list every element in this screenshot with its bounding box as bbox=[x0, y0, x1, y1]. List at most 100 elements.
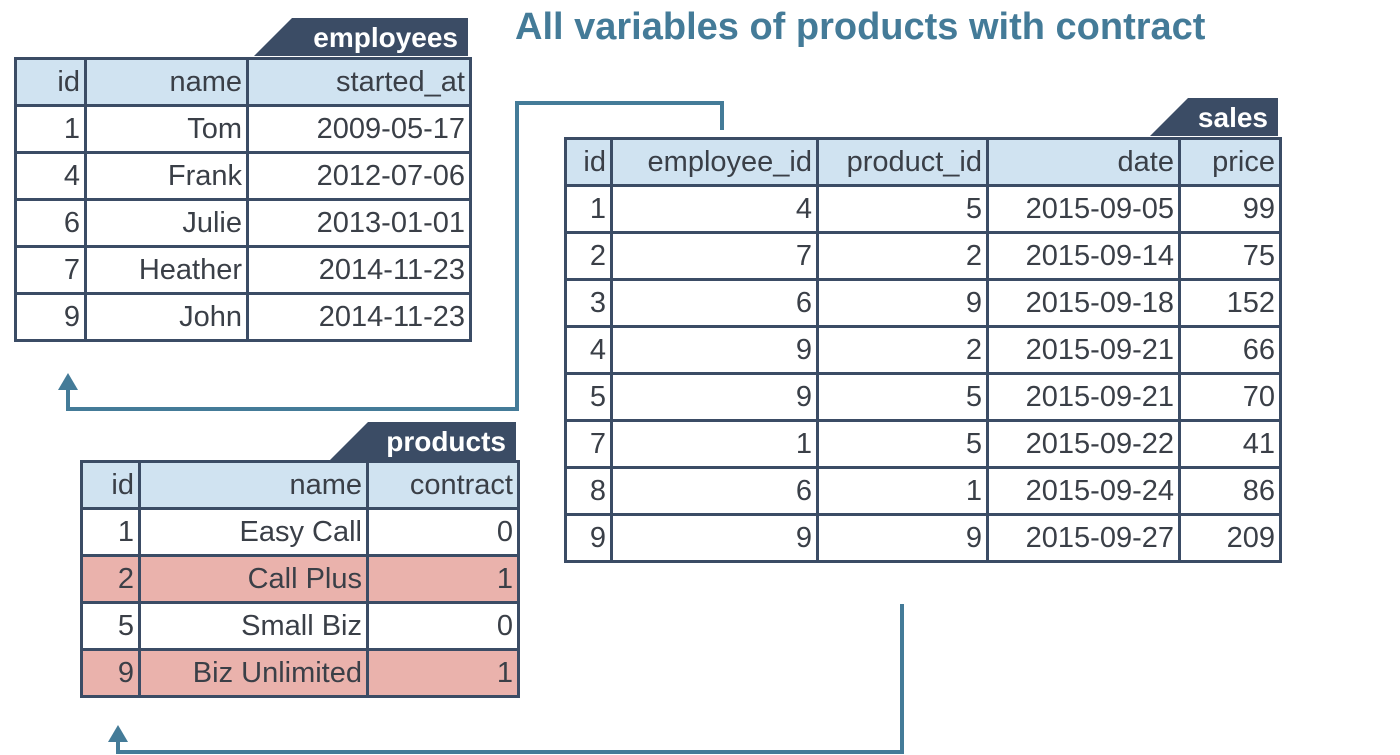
table-cell-employee-id: 1 bbox=[610, 419, 819, 469]
table-cell-id: 7 bbox=[14, 245, 87, 295]
table-cell-product-id: 9 bbox=[816, 278, 989, 328]
employees-arrow-icon bbox=[58, 373, 78, 390]
table-cell-price: 86 bbox=[1178, 466, 1282, 516]
table-cell-date: 2015-09-24 bbox=[986, 466, 1181, 516]
table-cell-employee-id: 7 bbox=[610, 231, 819, 281]
table-cell-id: 2 bbox=[564, 231, 613, 281]
table-cell-price: 75 bbox=[1178, 231, 1282, 281]
table-cell-started-at: 2009-05-17 bbox=[246, 104, 472, 154]
column-header-id: id bbox=[14, 57, 87, 107]
table-cell-employee-id: 9 bbox=[610, 513, 819, 563]
sales-table-name: sales bbox=[1150, 98, 1278, 136]
page-title: All variables of products with contract bbox=[515, 6, 1206, 48]
table-cell-date: 2015-09-21 bbox=[986, 372, 1181, 422]
table-cell-product-id: 9 bbox=[816, 513, 989, 563]
products-grid: id name contract 1 Easy Call 0 2 Call Plus 1 5 Sma… bbox=[80, 460, 520, 698]
employees-header-row: id name started_at bbox=[14, 57, 472, 107]
table-cell-id: 1 bbox=[14, 104, 87, 154]
table-cell-product-id: 2 bbox=[816, 231, 989, 281]
table-cell-contract: 0 bbox=[366, 601, 520, 651]
table-cell-date: 2015-09-22 bbox=[986, 419, 1181, 469]
table-cell-product-id: 5 bbox=[816, 419, 989, 469]
table-cell-id: 9 bbox=[80, 648, 141, 698]
column-header-date: date bbox=[986, 137, 1181, 187]
table-row: 9 Biz Unlimited 1 bbox=[80, 648, 520, 698]
employees-grid: id name started_at 1 Tom 2009-05-17 4 Frank 2012… bbox=[14, 57, 472, 342]
column-header-id: id bbox=[564, 137, 613, 187]
table-cell-price: 209 bbox=[1178, 513, 1282, 563]
table-row: 8 6 1 2015-09-24 86 bbox=[564, 466, 1282, 516]
table-cell-date: 2015-09-18 bbox=[986, 278, 1181, 328]
table-cell-started-at: 2014-11-23 bbox=[246, 292, 472, 342]
table-cell-contract: 1 bbox=[366, 648, 520, 698]
column-header-price: price bbox=[1178, 137, 1282, 187]
table-cell-id: 4 bbox=[564, 325, 613, 375]
table-cell-name: Heather bbox=[84, 245, 249, 295]
table-cell-date: 2015-09-05 bbox=[986, 184, 1181, 234]
table-cell-id: 2 bbox=[80, 554, 141, 604]
column-header-product-id: product_id bbox=[816, 137, 989, 187]
products-arrow-icon bbox=[108, 725, 128, 742]
sales-to-employees-connector bbox=[66, 101, 724, 411]
column-header-contract: contract bbox=[366, 460, 520, 510]
table-cell-name: Tom bbox=[84, 104, 249, 154]
table-cell-name: Frank bbox=[84, 151, 249, 201]
table-row: 5 Small Biz 0 bbox=[80, 601, 520, 651]
table-row: 9 John 2014-11-23 bbox=[14, 292, 472, 342]
column-header-started-at: started_at bbox=[246, 57, 472, 107]
column-header-name: name bbox=[138, 460, 369, 510]
table-cell-employee-id: 6 bbox=[610, 278, 819, 328]
table-row: 9 9 9 2015-09-27 209 bbox=[564, 513, 1282, 563]
table-row: 1 Tom 2009-05-17 bbox=[14, 104, 472, 154]
products-header-row: id name contract bbox=[80, 460, 520, 510]
table-cell-price: 152 bbox=[1178, 278, 1282, 328]
table-row: 1 4 5 2015-09-05 99 bbox=[564, 184, 1282, 234]
table-cell-id: 1 bbox=[80, 507, 141, 557]
table-cell-employee-id: 9 bbox=[610, 372, 819, 422]
table-cell-date: 2015-09-14 bbox=[986, 231, 1181, 281]
table-cell-employee-id: 4 bbox=[610, 184, 819, 234]
table-cell-contract: 0 bbox=[366, 507, 520, 557]
table-row: 4 Frank 2012-07-06 bbox=[14, 151, 472, 201]
table-row: 2 Call Plus 1 bbox=[80, 554, 520, 604]
table-cell-started-at: 2013-01-01 bbox=[246, 198, 472, 248]
table-cell-name: Call Plus bbox=[138, 554, 369, 604]
table-cell-id: 7 bbox=[564, 419, 613, 469]
table-cell-price: 41 bbox=[1178, 419, 1282, 469]
table-cell-id: 8 bbox=[564, 466, 613, 516]
table-row: 5 9 5 2015-09-21 70 bbox=[564, 372, 1282, 422]
table-cell-name: Small Biz bbox=[138, 601, 369, 651]
table-cell-product-id: 5 bbox=[816, 184, 989, 234]
column-header-name: name bbox=[84, 57, 249, 107]
table-cell-contract: 1 bbox=[366, 554, 520, 604]
table-cell-product-id: 1 bbox=[816, 466, 989, 516]
table-cell-name: John bbox=[84, 292, 249, 342]
table-cell-started-at: 2012-07-06 bbox=[246, 151, 472, 201]
table-row: 3 6 9 2015-09-18 152 bbox=[564, 278, 1282, 328]
employees-table-name: employees bbox=[254, 18, 468, 56]
table-row: 1 Easy Call 0 bbox=[80, 507, 520, 557]
table-cell-id: 3 bbox=[564, 278, 613, 328]
table-cell-employee-id: 6 bbox=[610, 466, 819, 516]
sales-grid: id employee_id product_id date price 1 4 5 2015-… bbox=[564, 137, 1282, 563]
table-cell-id: 5 bbox=[564, 372, 613, 422]
table-cell-started-at: 2014-11-23 bbox=[246, 245, 472, 295]
sales-header-row: id employee_id product_id date price bbox=[564, 137, 1282, 187]
table-cell-employee-id: 9 bbox=[610, 325, 819, 375]
table-cell-price: 66 bbox=[1178, 325, 1282, 375]
table-cell-date: 2015-09-21 bbox=[986, 325, 1181, 375]
table-cell-product-id: 2 bbox=[816, 325, 989, 375]
table-cell-id: 6 bbox=[14, 198, 87, 248]
products-table-name: products bbox=[330, 422, 516, 460]
table-cell-price: 70 bbox=[1178, 372, 1282, 422]
table-cell-name: Julie bbox=[84, 198, 249, 248]
table-row: 4 9 2 2015-09-21 66 bbox=[564, 325, 1282, 375]
table-cell-product-id: 5 bbox=[816, 372, 989, 422]
table-row: 7 Heather 2014-11-23 bbox=[14, 245, 472, 295]
table-row: 7 1 5 2015-09-22 41 bbox=[564, 419, 1282, 469]
table-cell-id: 5 bbox=[80, 601, 141, 651]
table-cell-id: 4 bbox=[14, 151, 87, 201]
